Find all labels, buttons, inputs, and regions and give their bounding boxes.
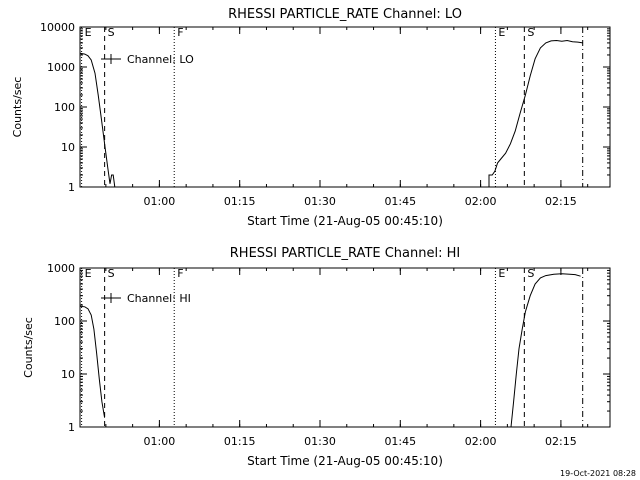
x-tick-label: 01:15: [224, 435, 256, 448]
y-tick-label: 10: [61, 141, 75, 154]
y-tick-label: 1000: [47, 262, 75, 275]
y-tick-label: 10000: [40, 21, 75, 34]
marker-label: S: [527, 267, 534, 280]
x-tick-label: 02:15: [545, 195, 577, 208]
marker-label: E: [85, 267, 92, 280]
plot-frame: [79, 267, 611, 428]
x-tick-label: 01:30: [304, 435, 336, 448]
x-tick-label: 01:00: [144, 435, 176, 448]
legend-label: Channel: LO: [127, 53, 194, 66]
y-tick-label: 10: [61, 368, 75, 381]
series-line-segment: [79, 52, 116, 188]
marker-label: S: [108, 26, 115, 39]
panel-lo: RHESSI PARTICLE_RATE Channel: LO 1 10 100 10…: [11, 7, 611, 228]
y-tick-label: 100: [54, 101, 75, 114]
x-tick-label: 01:15: [224, 195, 256, 208]
chart-title: RHESSI PARTICLE_RATE Channel: HI: [230, 246, 460, 261]
marker-label: F: [177, 267, 183, 280]
x-axis-label: Start Time (21-Aug-05 00:45:10): [247, 454, 443, 468]
x-tick-label: 02:00: [465, 195, 497, 208]
x-tick-label: 01:30: [304, 195, 336, 208]
y-tick-label: 1: [68, 181, 75, 194]
marker-label: F: [177, 26, 183, 39]
x-tick-label: 02:00: [465, 435, 497, 448]
y-axis-label: Counts/sec: [22, 317, 35, 378]
footer-timestamp: 19-Oct-2021 08:28: [560, 469, 636, 478]
x-axis-label: Start Time (21-Aug-05 00:45:10): [247, 214, 443, 228]
x-tick-label: 01:45: [384, 435, 416, 448]
x-tick-label: 01:45: [384, 195, 416, 208]
series-line-segment: [510, 273, 581, 428]
x-tick-label: 02:15: [545, 435, 577, 448]
series-line-segment: [488, 39, 583, 187]
marker-label: E: [498, 267, 505, 280]
x-tick-label: 01:00: [144, 195, 176, 208]
marker-label: E: [498, 26, 505, 39]
series-line-segment: [79, 305, 106, 418]
y-tick-label: 1: [68, 421, 75, 434]
marker-label: E: [85, 26, 92, 39]
marker-label: S: [108, 267, 115, 280]
marker-label: S: [527, 26, 534, 39]
y-tick-label: 100: [54, 315, 75, 328]
plot-frame: [79, 26, 611, 188]
legend-label: Channel: HI: [127, 292, 191, 305]
chart-title: RHESSI PARTICLE_RATE Channel: LO: [228, 7, 462, 22]
panel-hi: RHESSI PARTICLE_RATE Channel: HI 1 10 100 10…: [22, 246, 611, 468]
y-tick-label: 1000: [47, 61, 75, 74]
y-axis-label: Counts/sec: [11, 77, 24, 138]
